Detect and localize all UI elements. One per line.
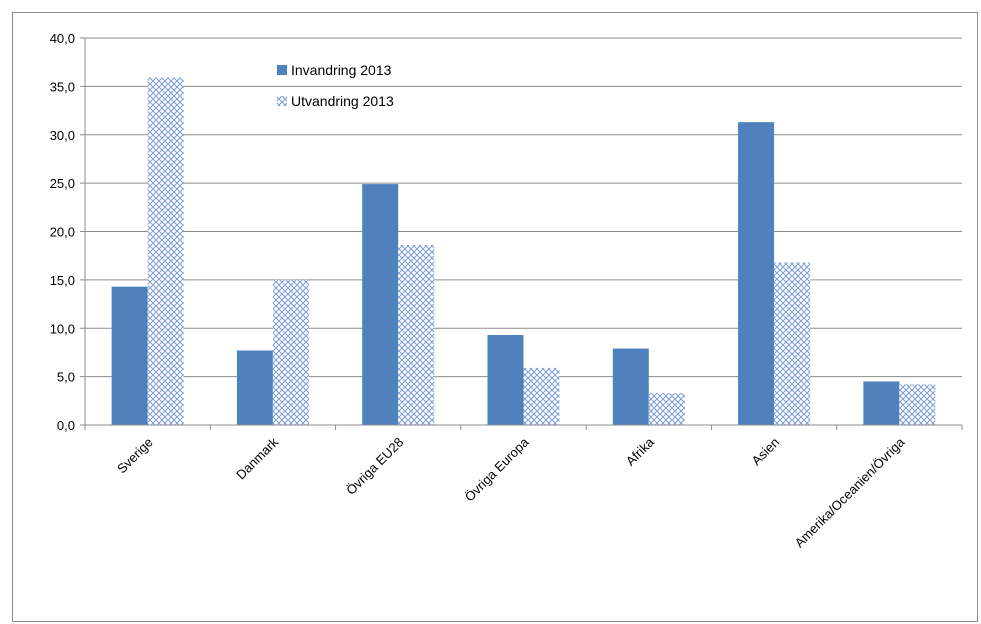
bar-utvandring bbox=[523, 367, 560, 425]
x-tick-label: Afrika bbox=[623, 434, 658, 469]
y-tick-label: 10,0 bbox=[50, 321, 75, 336]
y-tick-label: 5,0 bbox=[57, 370, 75, 385]
bar-utvandring bbox=[774, 262, 811, 425]
y-tick-label: 30,0 bbox=[50, 128, 75, 143]
y-tick-label: 40,0 bbox=[50, 31, 75, 46]
y-tick-label: 35,0 bbox=[50, 79, 75, 94]
bar-invandring bbox=[612, 348, 649, 425]
bar-utvandring bbox=[899, 384, 936, 425]
y-tick-label: 0,0 bbox=[57, 418, 75, 433]
grid-lines bbox=[80, 37, 962, 426]
x-tick-label: Övriga Europa bbox=[462, 434, 532, 504]
x-tick-label: Sverige bbox=[114, 435, 156, 477]
legend-swatch bbox=[277, 96, 287, 106]
bar-invandring bbox=[738, 122, 775, 426]
x-tick-label: Amerika/Oceanien/Övriga bbox=[792, 434, 908, 550]
y-tick-label: 15,0 bbox=[50, 273, 75, 288]
bar-invandring bbox=[236, 350, 273, 425]
x-tick-labels: Sverige Danmark Övriga EU28 Övriga Europa Af… bbox=[114, 434, 908, 550]
legend-swatch bbox=[277, 65, 287, 75]
bar-utvandring bbox=[648, 393, 685, 425]
bar-utvandring bbox=[147, 77, 184, 425]
bar-utvandring bbox=[398, 245, 435, 425]
legend-label: Invandring 2013 bbox=[291, 62, 392, 78]
bar-invandring bbox=[863, 381, 900, 425]
bar-utvandring bbox=[272, 279, 309, 425]
bars bbox=[111, 77, 936, 426]
bar-invandring bbox=[487, 335, 524, 425]
bar-invandring bbox=[362, 184, 399, 425]
legend-label: Utvandring 2013 bbox=[291, 93, 394, 109]
y-tick-label: 25,0 bbox=[50, 176, 75, 191]
y-tick-labels: 0,0 5,0 10,0 15,0 20,0 25,0 30,0 35,0 40,0 bbox=[50, 31, 75, 433]
legend: Invandring 2013 Utvandring 2013 bbox=[277, 62, 394, 109]
bar-invandring bbox=[111, 286, 148, 425]
x-tick-label: Övriga EU28 bbox=[343, 435, 406, 498]
y-tick-label: 20,0 bbox=[50, 225, 75, 240]
x-tick-label: Asien bbox=[749, 435, 783, 469]
axes bbox=[84, 38, 963, 430]
x-tick-label: Danmark bbox=[233, 434, 281, 482]
